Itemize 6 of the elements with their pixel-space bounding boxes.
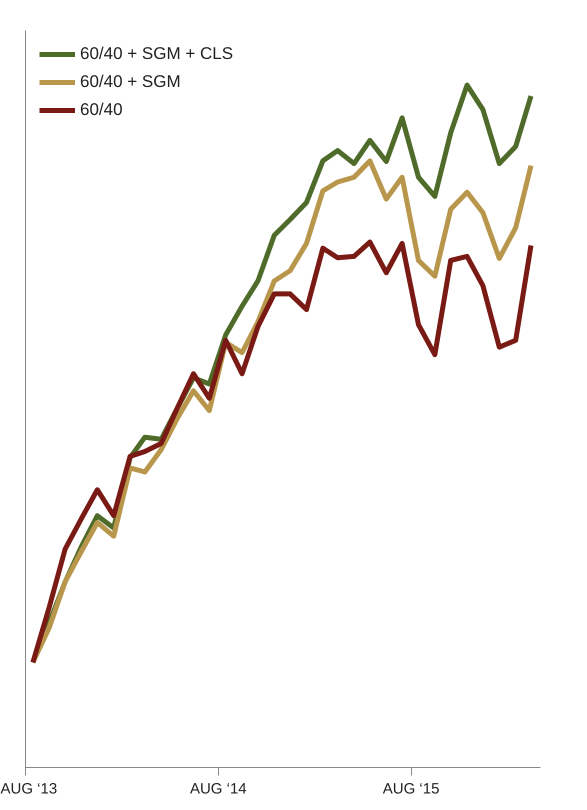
x-tick-label: AUG ‘15 [382,780,440,798]
legend-label: 60/40 [80,100,123,120]
x-tick-label: AUG ‘13 [0,780,58,798]
legend-label: 60/40 + SGM [80,72,181,92]
legend-label: 60/40 + SGM + CLS [80,44,234,64]
x-tick-label: AUG ‘14 [190,780,247,798]
